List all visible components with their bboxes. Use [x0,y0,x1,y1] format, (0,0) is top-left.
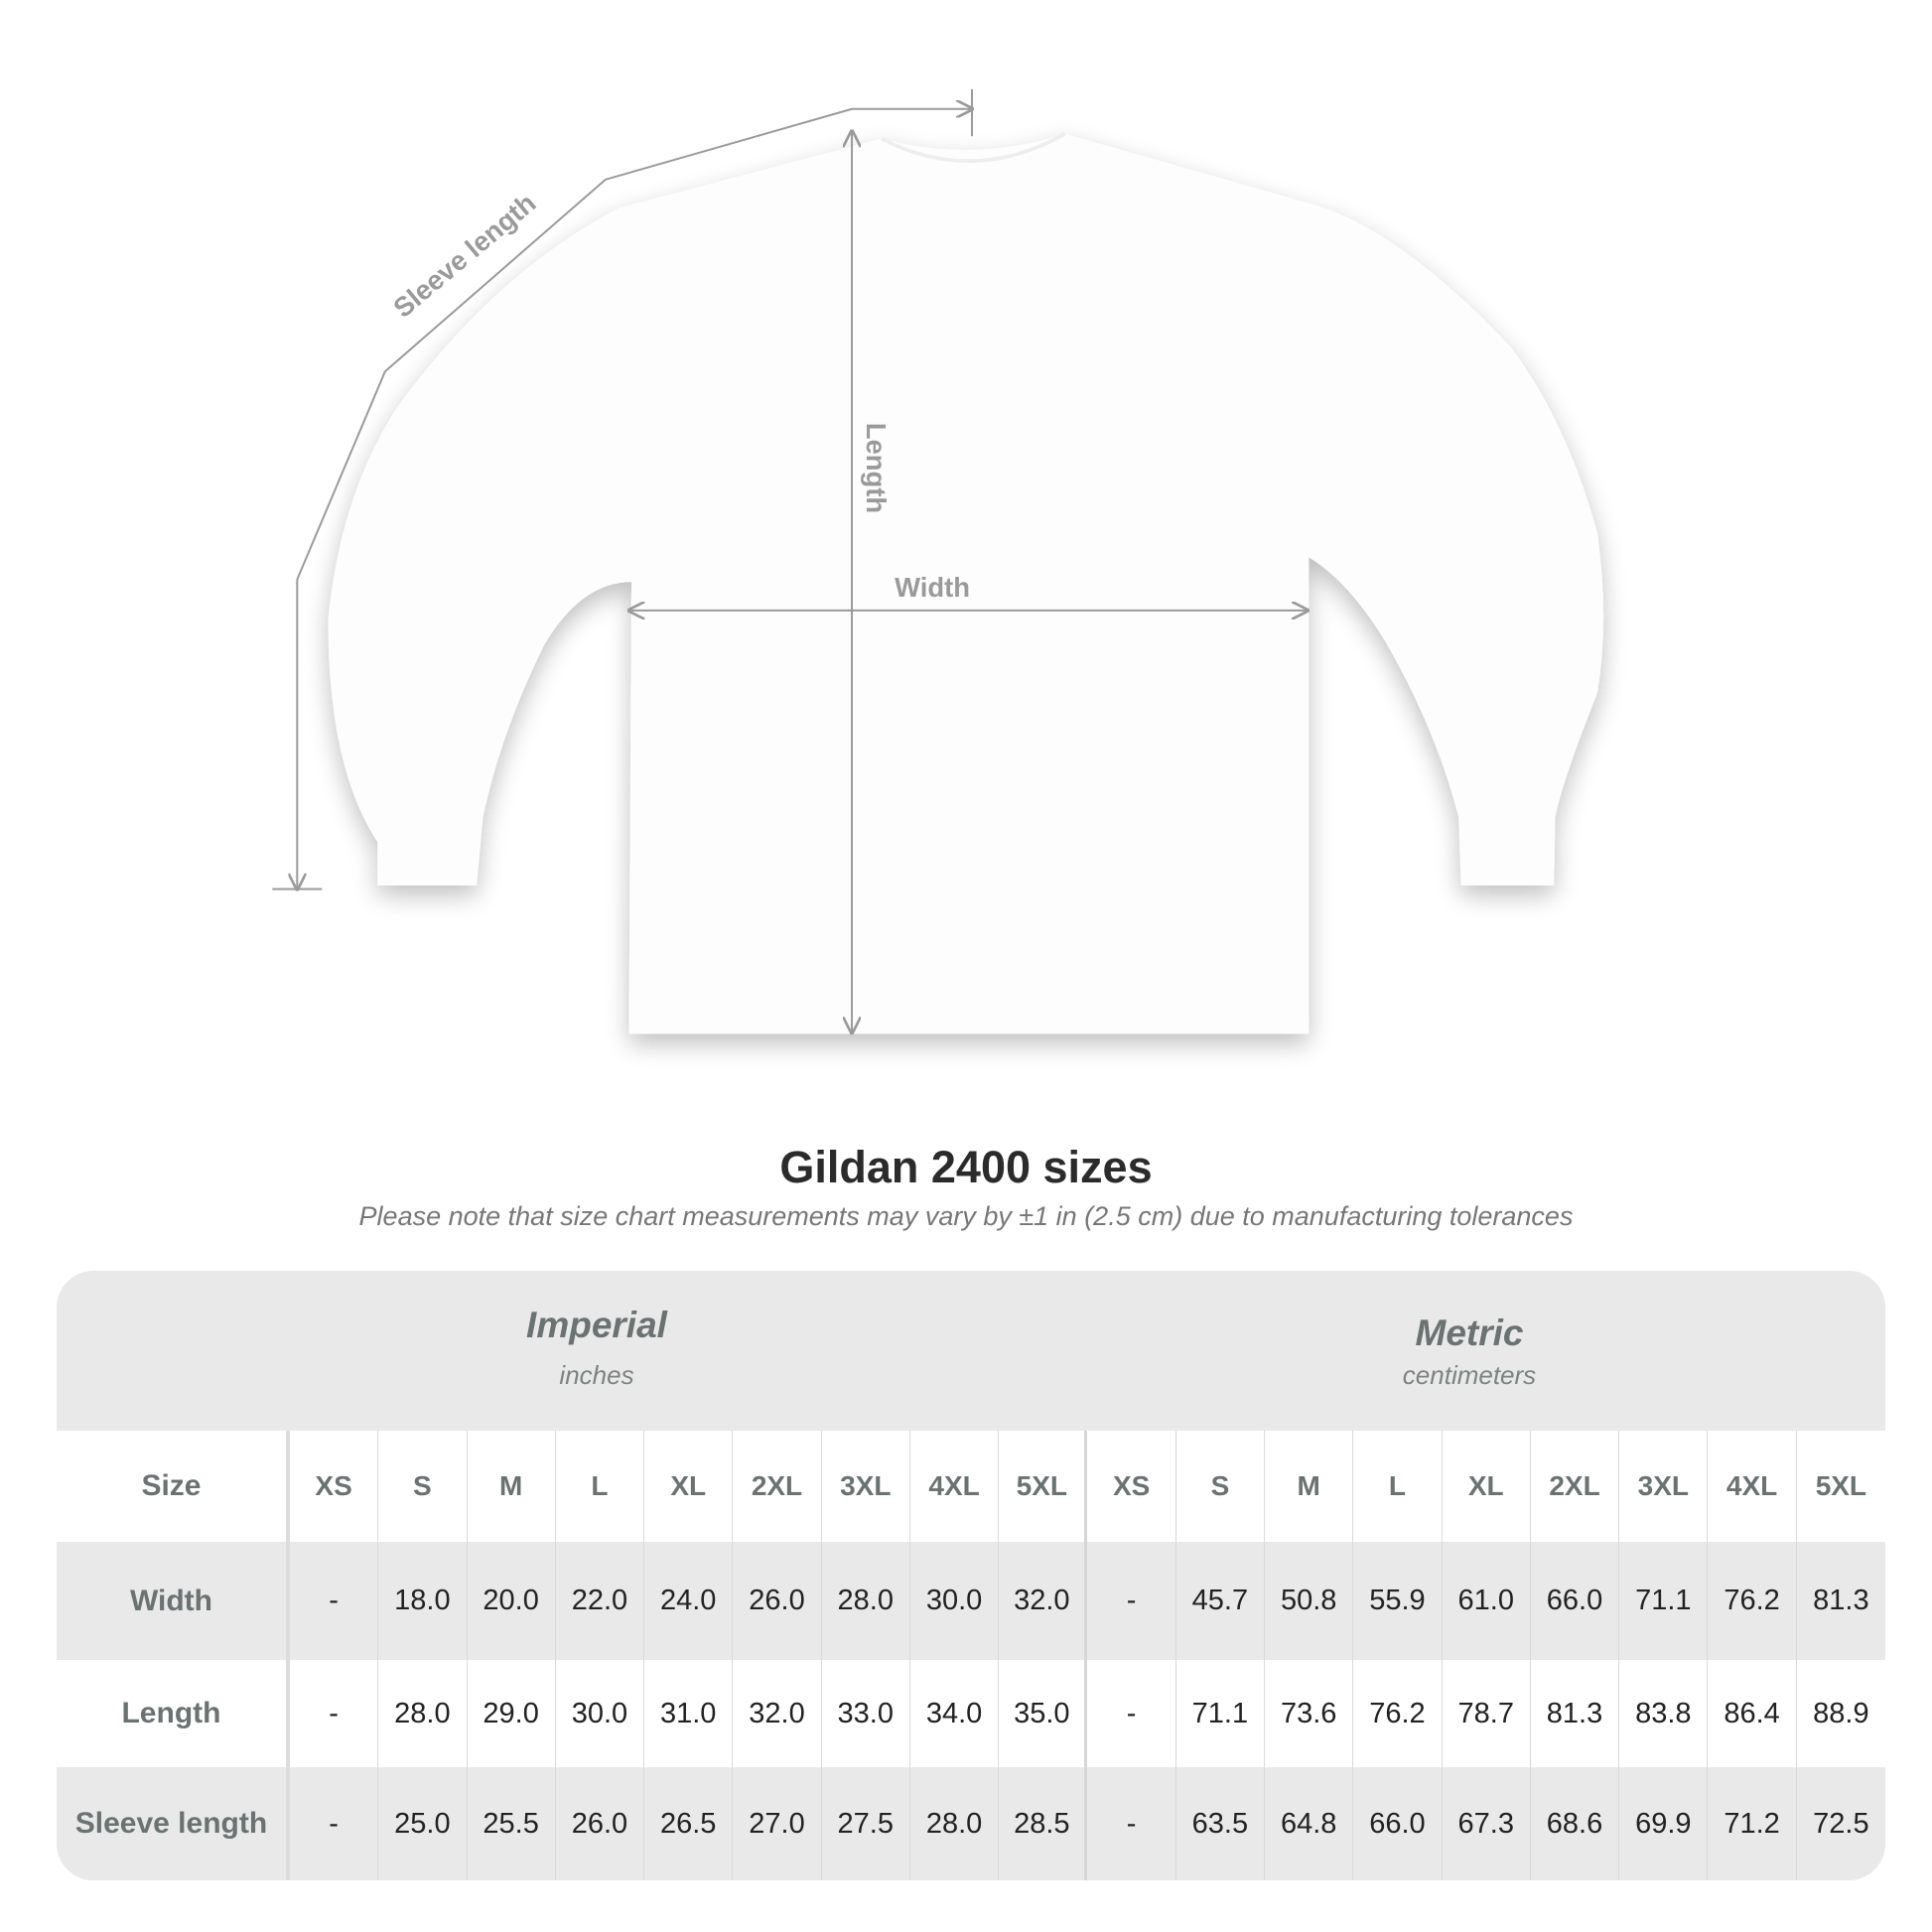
table-cell: 76.2 [1353,1660,1443,1767]
size-header-cell: XS [290,1431,379,1542]
table-cell: 18.0 [378,1542,468,1660]
table-cell: 26.5 [644,1767,734,1880]
length-label: Length [861,423,892,513]
size-header-cell: 5XL [1815,1470,1867,1501]
size-header-cell: XL [1443,1431,1531,1542]
table-cell: 28.0 [822,1542,910,1660]
table-cell: 78.7 [1443,1660,1531,1767]
table-cell: - [290,1767,379,1880]
table-cell: - [1087,1767,1176,1880]
table-cell: 71.2 [1708,1767,1797,1880]
table-row: Sleeve length -25.0 25.5 26.0 26.5 27.0 27.5 28… [57,1767,1885,1880]
table-cell: 26.0 [733,1542,822,1660]
size-header-cell: L [1353,1431,1443,1542]
table-cell: 28.5 [999,1767,1088,1880]
size-header-cell: 3XL [822,1431,910,1542]
size-label: Size [57,1431,290,1542]
table-cell: 35.0 [999,1660,1088,1767]
table-cell: 28.0 [910,1767,1000,1880]
table-cell: 32.0 [733,1660,822,1767]
page-title: Gildan 2400 sizes [779,1142,1153,1192]
shirt-diagram: Sleeve length Length Width [272,88,1604,1092]
size-header-cell: M [1265,1431,1354,1542]
row-label: Length [57,1660,290,1767]
table-cell: 71.1 [1176,1660,1266,1767]
table-cell: 20.0 [468,1542,556,1660]
size-header-cell: S [378,1431,468,1542]
table-cell: 71.1 [1619,1542,1709,1660]
table-cell: 25.5 [468,1767,556,1880]
size-header-cell: M [468,1431,556,1542]
table-cell: 28.0 [378,1660,468,1767]
table-cell: 22.0 [556,1542,645,1660]
size-table: Imperial inches Metric centimeters Size … [57,1271,1885,1880]
system-header: Imperial inches Metric centimeters [57,1271,1885,1431]
table-row: Width -18.0 20.0 22.0 24.0 26.0 28.0 30.0 32.0-4… [57,1542,1885,1660]
table-cell: 72.5 [1813,1807,1869,1840]
table-cell: 30.0 [910,1542,1000,1660]
table-cell: 31.0 [644,1660,734,1767]
width-label: Width [895,572,970,603]
table-cell: 83.8 [1619,1660,1709,1767]
size-header-cell: S [1176,1431,1266,1542]
table-cell: 50.8 [1265,1542,1354,1660]
table-cell: - [290,1542,379,1660]
table-cell: - [1087,1660,1176,1767]
table-cell: 45.7 [1176,1542,1266,1660]
size-header-cell: 5XL [999,1431,1088,1542]
size-header-cell: 4XL [910,1431,1000,1542]
imperial-title: Imperial [526,1305,667,1345]
table-cell: 63.5 [1176,1767,1266,1880]
table-cell: 30.0 [556,1660,645,1767]
size-header-cell: L [556,1431,645,1542]
imperial-unit: inches [559,1360,634,1390]
size-header-cell: XS [1087,1431,1176,1542]
table-cell: 69.9 [1619,1767,1709,1880]
table-cell: 81.3 [1813,1585,1869,1616]
table-cell: 24.0 [644,1542,734,1660]
row-label: Sleeve length [57,1767,290,1880]
table-cell: 27.5 [822,1767,910,1880]
table-cell: - [290,1660,379,1767]
metric-unit: centimeters [1402,1360,1537,1390]
metric-title: Metric [1415,1312,1524,1353]
table-cell: 34.0 [910,1660,1000,1767]
size-header-row: Size XS S M L XL 2XL 3XL 4XL 5XL XS S M L XL 2XL 3XL 4XL… [57,1431,1885,1542]
tolerance-note: Please note that size chart measurements… [358,1201,1574,1231]
table-cell: 68.6 [1531,1767,1620,1880]
table-cell: 25.0 [378,1767,468,1880]
row-label: Width [57,1542,290,1660]
table-cell: 66.0 [1531,1542,1620,1660]
table-cell: 26.0 [556,1767,645,1880]
table-cell: 29.0 [468,1660,556,1767]
size-header-cell: XL [644,1431,734,1542]
size-header-cell: 2XL [1531,1431,1620,1542]
table-cell: 66.0 [1353,1767,1443,1880]
table-cell: 88.9 [1813,1697,1869,1729]
table-cell: 64.8 [1265,1767,1354,1880]
table-cell: - [1087,1542,1176,1660]
table-cell: 81.3 [1531,1660,1620,1767]
table-cell: 27.0 [733,1767,822,1880]
table-row: Length -28.0 29.0 30.0 31.0 32.0 33.0 34.0 35.0-… [57,1660,1885,1767]
table-cell: 86.4 [1708,1660,1797,1767]
table-cell: 67.3 [1443,1767,1531,1880]
size-header-cell: 2XL [733,1431,822,1542]
size-header-cell: 3XL [1619,1431,1709,1542]
table-cell: 73.6 [1265,1660,1354,1767]
table-cell: 76.2 [1708,1542,1797,1660]
table-cell: 33.0 [822,1660,910,1767]
size-header-cell: 4XL [1708,1431,1797,1542]
sleeve-length-measure [272,88,972,890]
table-cell: 55.9 [1353,1542,1443,1660]
table-cell: 61.0 [1443,1542,1531,1660]
table-cell: 32.0 [999,1542,1088,1660]
